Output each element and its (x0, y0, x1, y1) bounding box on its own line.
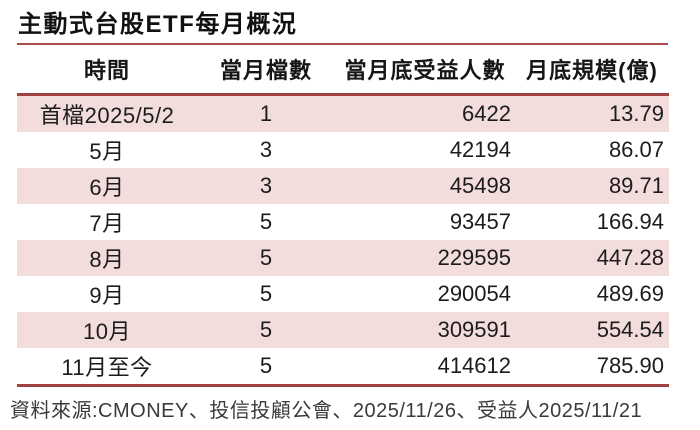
cell-funds: 5 (259, 245, 273, 270)
column-header-funds: 當月檔數 (197, 45, 335, 96)
table-row: 7月 5 93457 166.94 (17, 204, 669, 240)
cell-time: 8月 (89, 247, 125, 272)
cell-scale: 13.79 (608, 101, 664, 126)
cell-funds: 3 (259, 137, 273, 162)
table-row: 10月 5 309591 554.54 (17, 312, 669, 348)
cell-time: 9月 (89, 283, 125, 308)
cell-funds: 3 (259, 173, 273, 198)
cell-time: 10月 (83, 319, 131, 344)
column-header-time: 時間 (17, 45, 197, 96)
title-divider (17, 43, 668, 45)
cell-scale: 554.54 (596, 317, 664, 342)
cell-funds: 5 (259, 317, 273, 342)
cell-holders: 42194 (449, 137, 511, 162)
cell-scale: 86.07 (608, 137, 664, 162)
cell-funds: 1 (259, 101, 273, 126)
cell-holders: 309591 (437, 317, 511, 342)
cell-time: 5月 (89, 139, 125, 164)
cell-holders: 290054 (437, 281, 511, 306)
cell-scale: 166.94 (596, 209, 664, 234)
table-row: 首檔2025/5/2 1 6422 13.79 (17, 94, 669, 132)
cell-scale: 447.28 (596, 245, 664, 270)
cell-scale: 89.71 (608, 173, 664, 198)
cell-time: 11月至今 (17, 348, 197, 387)
column-header-holders: 當月底受益人數 (335, 45, 515, 96)
table-row: 11月至今 5 414612 785.90 (17, 348, 669, 387)
cell-funds: 5 (197, 348, 335, 387)
table-row: 6月 3 45498 89.71 (17, 168, 669, 204)
cell-scale: 785.90 (515, 348, 669, 387)
cell-funds: 5 (259, 209, 273, 234)
data-source-note: 資料來源:CMONEY、投信投顧公會、2025/11/26、受益人2025/11… (10, 400, 643, 422)
cell-holders: 414612 (335, 348, 515, 387)
cell-time: 7月 (89, 211, 125, 236)
page-title: 主動式台股ETF每月概況 (18, 11, 298, 38)
cell-holders: 6422 (462, 101, 511, 126)
cell-holders: 93457 (449, 209, 511, 234)
header-row: 時間 當月檔數 當月底受益人數 月底規模(億) (17, 45, 669, 96)
table-row: 8月 5 229595 447.28 (17, 240, 669, 276)
cell-funds: 5 (259, 281, 273, 306)
cell-time: 6月 (89, 175, 125, 200)
cell-holders: 229595 (437, 245, 511, 270)
table-row: 5月 3 42194 86.07 (17, 132, 669, 168)
cell-holders: 45498 (449, 173, 511, 198)
cell-time: 首檔2025/5/2 (39, 103, 175, 128)
etf-monthly-table: 時間 當月檔數 當月底受益人數 月底規模(億) 首檔2025/5/2 1 642… (17, 45, 669, 387)
cell-scale: 489.69 (596, 281, 664, 306)
table-row: 9月 5 290054 489.69 (17, 276, 669, 312)
column-header-scale: 月底規模(億) (515, 45, 669, 96)
